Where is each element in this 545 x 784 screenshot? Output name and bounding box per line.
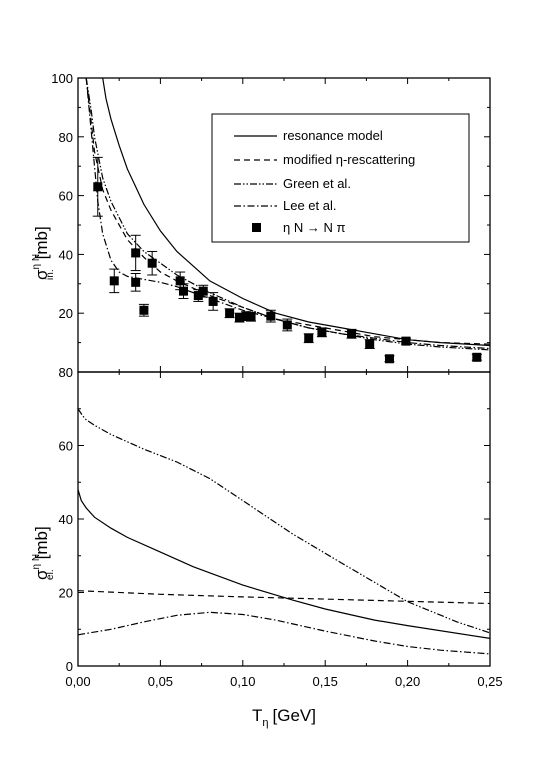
plot-content <box>78 78 490 655</box>
top-panel-series <box>85 78 490 364</box>
x-axis-title: Tη [GeV] <box>252 706 316 729</box>
xtick-label-3: 0,15 <box>313 674 338 689</box>
top-data-point-23 <box>472 352 482 362</box>
bottom-series-green-et-al <box>78 408 490 634</box>
top-y-sigma: σ <box>32 269 51 280</box>
bottom-y-sup: η N <box>31 554 42 570</box>
top-data-point-3 <box>131 277 141 287</box>
top-data-point-14 <box>246 312 256 322</box>
bottom-panel-series <box>78 408 490 655</box>
top-data-point-6 <box>175 276 185 286</box>
top-data-point-11 <box>225 308 235 318</box>
axes-content: 80 20 40 60 80 100 0 20 40 60 0,00 0,05 0,10 0,15 0,20… <box>51 71 502 689</box>
bottom-series-modified-rescattering <box>78 590 490 605</box>
top-data-point-21 <box>384 354 394 364</box>
legend-label-rescattering: modified η-rescattering <box>283 152 415 167</box>
x-axis-main: T <box>252 706 262 725</box>
top-data-point-2 <box>131 248 141 258</box>
top-ytick-label-0: 80 <box>59 365 73 380</box>
top-data-point-17 <box>304 333 314 343</box>
top-data-point-7 <box>178 286 188 296</box>
top-data-point-18 <box>317 327 327 337</box>
top-data-point-5 <box>147 258 157 268</box>
top-data-point-8 <box>193 291 203 301</box>
bottom-y-sigma: σ <box>32 569 51 580</box>
bottom-y-axis-title: ση Nel. [mb] <box>31 526 56 580</box>
top-ytick-label-2: 40 <box>59 247 73 262</box>
top-data-point-20 <box>365 339 375 349</box>
top-y-sub: in. <box>45 269 56 280</box>
top-data-point-0 <box>93 182 103 192</box>
top-y-axis-title: ση Nin. [mb] <box>31 226 56 280</box>
top-y-unit: [mb] <box>32 226 51 259</box>
top-data-point-10 <box>208 296 218 306</box>
top-data-point-13 <box>241 311 251 321</box>
top-y-sup: η N <box>31 254 42 270</box>
bottom-series-lee-et-al <box>78 611 490 655</box>
top-data-point-16 <box>282 320 292 330</box>
top-ytick-label-3: 60 <box>59 189 73 204</box>
top-data-point-9 <box>198 286 208 296</box>
top-data-point-15 <box>266 311 276 321</box>
xtick-label-1: 0,05 <box>148 674 173 689</box>
top-series-resonance-model <box>102 78 490 347</box>
xtick-label-2: 0,10 <box>230 674 255 689</box>
top-data-point-12 <box>235 313 245 323</box>
legend-label-data: η N → N π <box>283 220 345 235</box>
top-data-point-4 <box>139 305 149 315</box>
top-series-modified-rescattering <box>85 78 490 345</box>
top-series-green-et-al <box>85 78 490 351</box>
legend-label-green: Green et al. <box>283 176 351 191</box>
top-ytick-label-4: 80 <box>59 130 73 145</box>
x-axis-sub: η <box>262 717 268 729</box>
legend: resonance model modified η-rescattering … <box>211 113 470 243</box>
top-data-point-22 <box>401 336 411 346</box>
legend-frame <box>211 113 470 243</box>
bottom-y-unit: [mb] <box>32 526 51 559</box>
bottom-series-resonance-model <box>78 489 490 639</box>
xtick-label-0: 0,00 <box>65 674 90 689</box>
bottom-ytick-label-0: 0 <box>66 659 73 674</box>
legend-label-resonance: resonance model <box>283 128 383 143</box>
x-axis-unit: [GeV] <box>273 706 316 725</box>
bottom-ytick-label-2: 40 <box>59 512 73 527</box>
top-data-point-19 <box>347 329 357 339</box>
xtick-label-4: 0,20 <box>395 674 420 689</box>
top-data-point-1 <box>109 276 119 286</box>
xtick-label-5: 0,25 <box>477 674 502 689</box>
legend-swatch-data-marker <box>252 223 261 232</box>
top-ytick-label-1: 20 <box>59 306 73 321</box>
top-ytick-label-5: 100 <box>51 71 73 86</box>
legend-label-lee: Lee et al. <box>283 198 337 213</box>
bottom-ytick-label-3: 60 <box>59 439 73 454</box>
bottom-y-sub: el. <box>45 569 56 580</box>
bottom-ytick-label-1: 20 <box>59 586 73 601</box>
